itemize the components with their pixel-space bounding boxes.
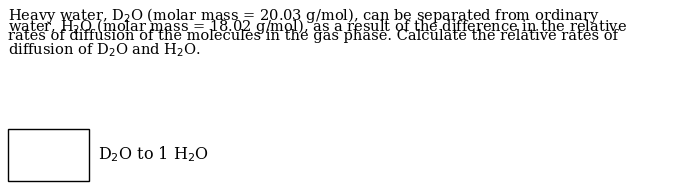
Text: D$_2$O to 1 H$_2$O: D$_2$O to 1 H$_2$O	[98, 144, 209, 164]
Text: water, H$_2$O (molar mass = 18.02 g/mol), as a result of the difference in the r: water, H$_2$O (molar mass = 18.02 g/mol)…	[8, 17, 627, 36]
Bar	[8, 129, 89, 180]
Text: diffusion of D$_2$O and H$_2$O.: diffusion of D$_2$O and H$_2$O.	[8, 41, 201, 59]
Text: rates of diffusion of the molecules in the gas phase. Calculate the relative rat: rates of diffusion of the molecules in t…	[8, 29, 618, 43]
Text: Heavy water, D$_2$O (molar mass = 20.03 g/mol), can be separated from ordinary: Heavy water, D$_2$O (molar mass = 20.03 …	[8, 6, 600, 25]
